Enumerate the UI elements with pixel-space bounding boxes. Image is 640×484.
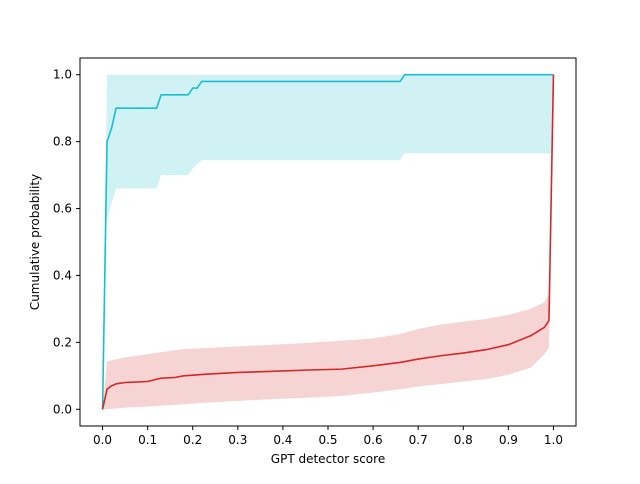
confidence-bands (102, 74, 554, 410)
series-1-line (101, 74, 555, 410)
y-tick-label-3: 0.6 (53, 202, 72, 216)
x-tick-label-9: 0.9 (499, 433, 518, 447)
y-axis-label: Cumulative probability (28, 174, 42, 310)
y-tick-label-5: 1.0 (53, 68, 72, 82)
y-tick-label-4: 0.8 (53, 135, 72, 149)
x-axis-label: GPT detector score (271, 452, 385, 466)
x-axis-ticks: 0.0 0.1 0.2 0.3 0.4 0.5 0.6 0.7 0.8 0.9 1.0 (93, 426, 563, 447)
series-1-band (102, 74, 554, 410)
x-tick-label-10: 1.0 (544, 433, 563, 447)
x-tick-label-5: 0.5 (318, 433, 337, 447)
y-tick-label-2: 0.4 (53, 268, 72, 282)
series-0-line (101, 73, 554, 410)
x-tick-label-7: 0.7 (409, 433, 428, 447)
x-tick-label-3: 0.3 (228, 433, 247, 447)
x-tick-label-1: 0.1 (138, 433, 157, 447)
x-tick-label-8: 0.8 (454, 433, 473, 447)
x-tick-label-4: 0.4 (273, 433, 292, 447)
x-tick-label-2: 0.2 (183, 433, 202, 447)
y-tick-label-0: 0.0 (53, 402, 72, 416)
x-tick-label-6: 0.6 (364, 433, 383, 447)
y-tick-label-1: 0.2 (53, 335, 72, 349)
series-lines (101, 73, 555, 410)
series-0-band (102, 74, 554, 410)
x-tick-label-0: 0.0 (93, 433, 112, 447)
y-axis-ticks: 0.0 0.2 0.4 0.6 0.8 1.0 (53, 68, 80, 416)
